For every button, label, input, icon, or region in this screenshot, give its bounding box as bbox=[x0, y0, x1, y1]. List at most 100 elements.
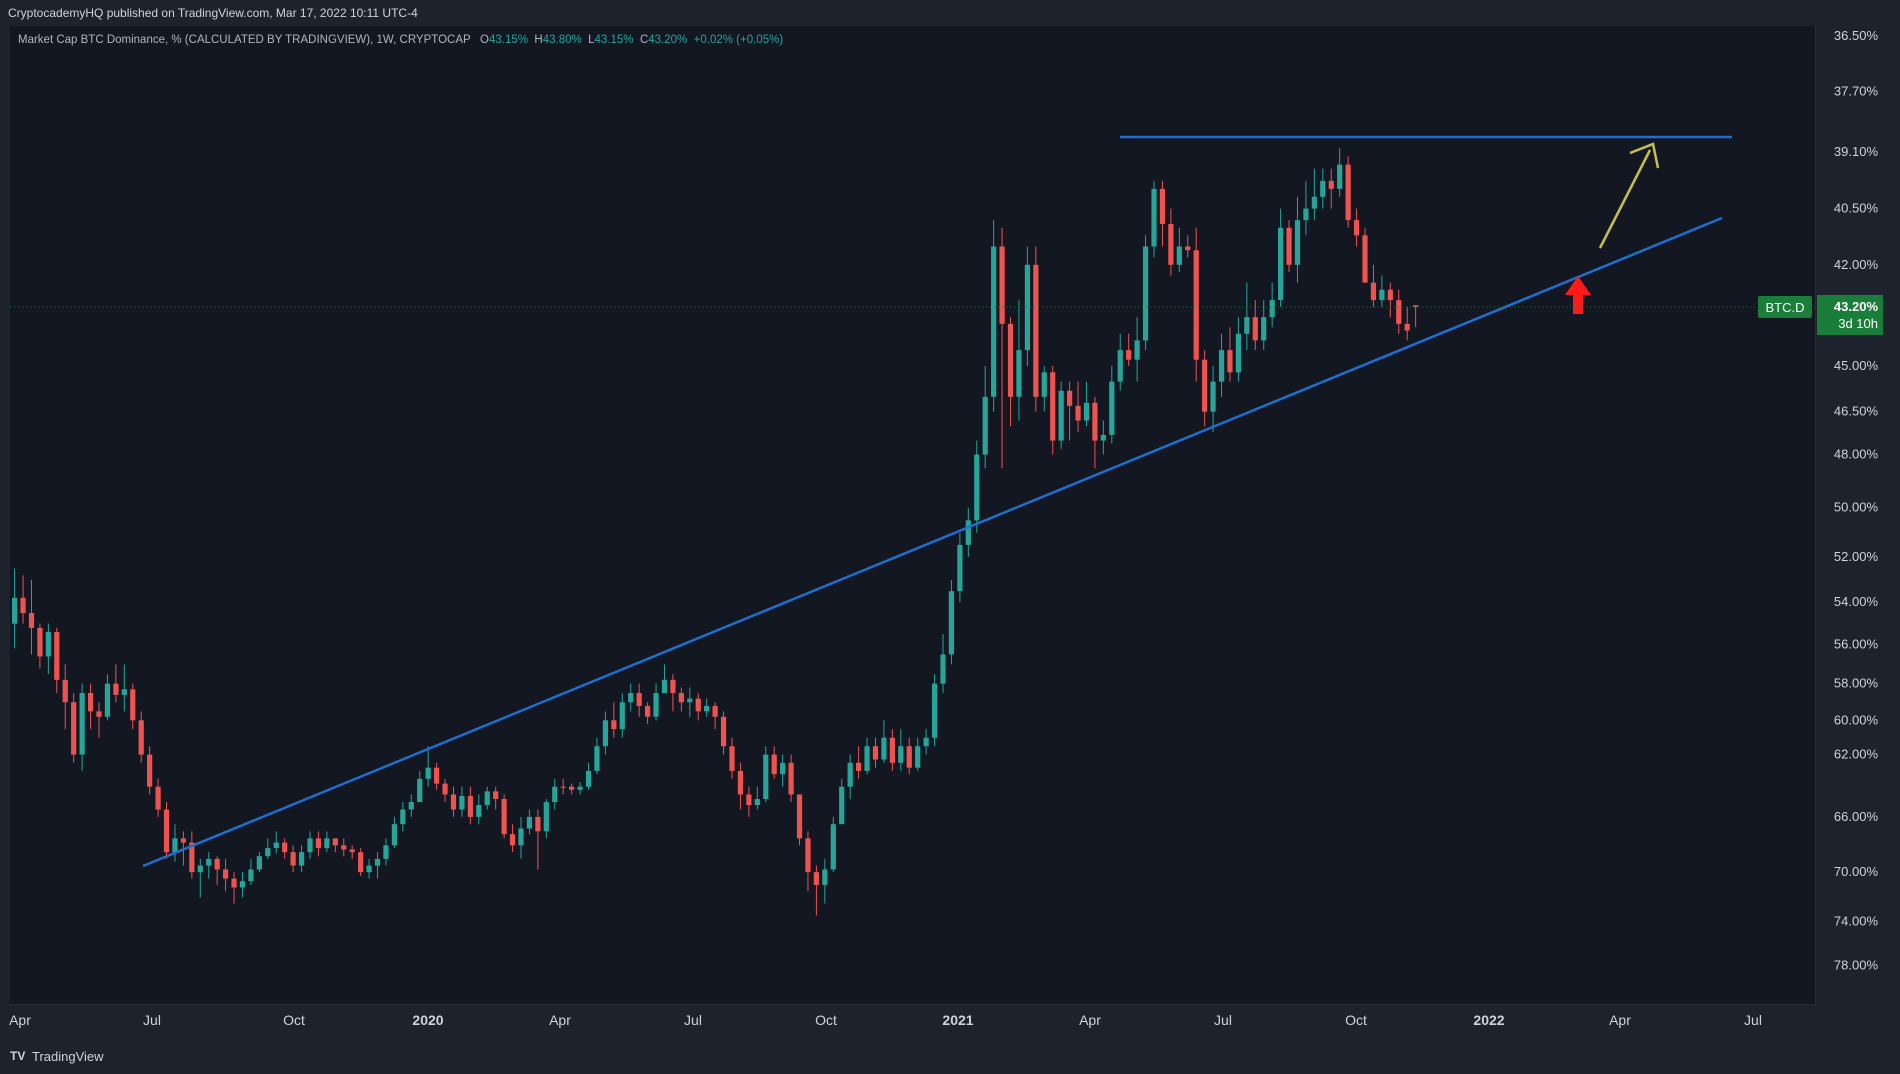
chart-svg[interactable]: 36.50% 37.70% 39.10% 40.50% 42.00% 45.00% 46.5… bbox=[0, 0, 1900, 1038]
candles-group bbox=[12, 147, 1419, 916]
candle bbox=[298, 845, 305, 873]
candle bbox=[197, 858, 203, 898]
candle bbox=[484, 786, 490, 810]
candle bbox=[37, 623, 43, 669]
candle bbox=[948, 579, 955, 665]
candle bbox=[1261, 300, 1267, 351]
symbol-badge[interactable] bbox=[1758, 295, 1812, 318]
time-tick-label: Oct bbox=[283, 1012, 305, 1028]
price-axis-border bbox=[1815, 26, 1816, 1004]
candle bbox=[366, 858, 372, 879]
price-tick-label: 74.00% bbox=[1834, 913, 1879, 928]
candle bbox=[349, 845, 355, 859]
candle bbox=[957, 532, 963, 603]
candle bbox=[1151, 180, 1157, 258]
candle bbox=[1193, 227, 1199, 382]
candle bbox=[400, 802, 406, 832]
ascending-trendline[interactable] bbox=[142, 216, 1723, 868]
candle bbox=[737, 762, 744, 810]
candle bbox=[1218, 333, 1225, 397]
candle bbox=[991, 220, 997, 412]
candle bbox=[1345, 156, 1351, 228]
candle bbox=[670, 674, 676, 712]
time-tick-label: Oct bbox=[1345, 1012, 1367, 1028]
candle bbox=[1185, 235, 1191, 258]
price-tick-label: 52.00% bbox=[1834, 549, 1879, 564]
candle bbox=[417, 770, 423, 803]
candle bbox=[619, 693, 625, 738]
candle bbox=[1278, 208, 1284, 307]
candle bbox=[560, 778, 566, 795]
time-tick-label: 2020 bbox=[412, 1012, 443, 1028]
price-axis: 36.50% 37.70% 39.10% 40.50% 42.00% 45.00% 46.5… bbox=[1834, 28, 1879, 973]
candle bbox=[594, 737, 600, 775]
candle bbox=[915, 737, 921, 771]
price-tick-label: 36.50% bbox=[1834, 28, 1879, 43]
projection-arrowhead-icon bbox=[1629, 142, 1660, 169]
time-tick-label: Jul bbox=[1214, 1012, 1232, 1028]
candle bbox=[602, 711, 608, 755]
candle bbox=[518, 816, 524, 859]
time-tick-label: Jul bbox=[143, 1012, 161, 1028]
candle bbox=[535, 809, 541, 870]
candle bbox=[965, 507, 971, 557]
candle bbox=[813, 865, 819, 916]
candle bbox=[62, 664, 68, 730]
price-tick-label: 62.00% bbox=[1834, 747, 1879, 762]
candle bbox=[628, 683, 634, 712]
candle bbox=[889, 729, 895, 771]
symbol-badge-label: BTC.D bbox=[1766, 300, 1805, 315]
candle bbox=[906, 737, 912, 775]
price-tick-label: 60.00% bbox=[1834, 712, 1879, 727]
candle bbox=[172, 824, 178, 862]
price-tick-label: 37.70% bbox=[1834, 84, 1879, 99]
candle bbox=[1235, 317, 1241, 382]
candle bbox=[1075, 381, 1081, 433]
price-badge-value: 43.20% bbox=[1834, 299, 1879, 314]
time-tick-label: Oct bbox=[815, 1012, 837, 1028]
candle bbox=[830, 816, 836, 873]
price-tick-label: 40.50% bbox=[1834, 201, 1879, 216]
footer-brand[interactable]: TradingView bbox=[32, 1049, 104, 1064]
candle bbox=[687, 687, 693, 717]
candle bbox=[788, 754, 794, 803]
candle bbox=[374, 852, 381, 879]
price-tick-label: 56.00% bbox=[1834, 636, 1879, 651]
last-price-badge: BTC.D 43.20% 3d 10h bbox=[10, 294, 1883, 335]
price-tick-label: 66.00% bbox=[1834, 809, 1879, 824]
candle bbox=[1142, 235, 1149, 351]
candle bbox=[273, 831, 279, 854]
price-tick-label: 45.00% bbox=[1834, 358, 1879, 373]
candle bbox=[87, 683, 94, 730]
candle bbox=[1387, 282, 1393, 318]
candle bbox=[712, 702, 718, 730]
candle bbox=[71, 693, 77, 763]
price-tick-label: 58.00% bbox=[1834, 676, 1879, 691]
candle bbox=[223, 858, 229, 892]
projection-arrow-icon[interactable] bbox=[1598, 149, 1652, 249]
candle bbox=[1067, 381, 1073, 441]
tradingview-logo-icon[interactable]: TV bbox=[10, 1049, 26, 1063]
red-up-arrow-icon[interactable] bbox=[1565, 276, 1591, 314]
time-tick-label: 2021 bbox=[942, 1012, 973, 1028]
candle bbox=[1337, 147, 1343, 197]
candle bbox=[476, 794, 482, 825]
candle bbox=[509, 824, 516, 853]
candle bbox=[872, 737, 879, 768]
time-tick-label: Jul bbox=[1744, 1012, 1762, 1028]
candle bbox=[771, 746, 777, 779]
candle bbox=[1126, 333, 1132, 367]
candle bbox=[1303, 180, 1309, 236]
candle bbox=[332, 838, 338, 853]
candle bbox=[442, 778, 448, 803]
candle bbox=[822, 858, 828, 904]
candle bbox=[940, 634, 946, 694]
candle bbox=[1202, 350, 1208, 427]
candle bbox=[1100, 420, 1106, 455]
candle bbox=[1252, 300, 1258, 351]
candle bbox=[138, 711, 144, 763]
candle bbox=[79, 683, 85, 771]
candle bbox=[206, 852, 212, 879]
candle bbox=[1041, 366, 1047, 412]
candle bbox=[96, 702, 102, 738]
